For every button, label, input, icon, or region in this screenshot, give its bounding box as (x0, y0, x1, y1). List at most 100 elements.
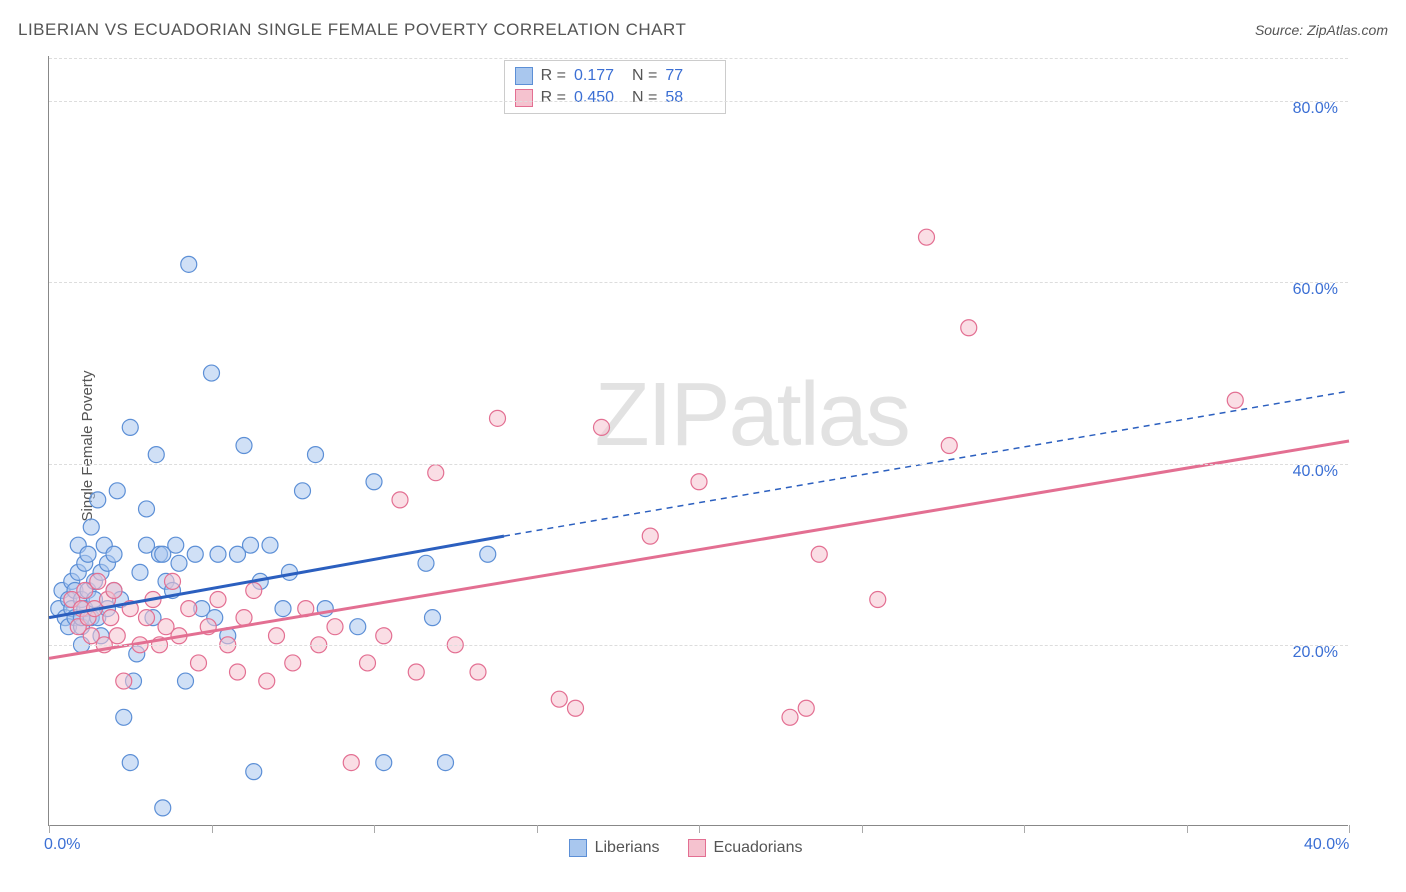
scatter-chart (49, 56, 1348, 825)
series-legend: Liberians Ecuadorians (569, 839, 803, 857)
ecuadorian-point (116, 673, 132, 689)
legend-item: Liberians (569, 839, 660, 857)
stats-legend: R = 0.177 N = 77 R = 0.450 N = 58 (504, 60, 727, 114)
ecuadorian-point (1227, 392, 1243, 408)
liberian-point (148, 447, 164, 463)
liberian-point (295, 483, 311, 499)
x-tick (699, 825, 700, 833)
ecuadorian-point (139, 610, 155, 626)
ecuadorian-point (327, 619, 343, 635)
ecuadorian-point (181, 601, 197, 617)
liberian-point (171, 555, 187, 571)
liberian-point (366, 474, 382, 490)
liberian-point (106, 546, 122, 562)
liberian-point (155, 800, 171, 816)
legend-swatch (515, 67, 533, 85)
legend-swatch (569, 839, 587, 857)
grid-line (49, 101, 1348, 102)
ecuadorian-point (551, 691, 567, 707)
y-tick-label: 80.0% (1293, 100, 1338, 118)
legend-item: Ecuadorians (688, 839, 803, 857)
ecuadorian-point (259, 673, 275, 689)
liberian-point (139, 501, 155, 517)
ecuadorian-point (642, 528, 658, 544)
liberian-point (425, 610, 441, 626)
ecuadorian-point (285, 655, 301, 671)
ecuadorian-point (490, 410, 506, 426)
liberian-point (243, 537, 259, 553)
r-label: R = (541, 89, 566, 107)
liberian-point (204, 365, 220, 381)
n-value: 58 (665, 89, 715, 107)
liberian-point (90, 492, 106, 508)
liberian-point (181, 256, 197, 272)
liberian-point (246, 764, 262, 780)
liberian-point (275, 601, 291, 617)
grid-line (49, 645, 1348, 646)
r-value: 0.450 (574, 89, 624, 107)
liberian-point (480, 546, 496, 562)
plot-area: ZIPatlas R =0.177N =77R =0.450N =58 Libe… (48, 56, 1348, 826)
ecuadorian-point (408, 664, 424, 680)
source-attribution: Source: ZipAtlas.com (1255, 22, 1388, 38)
grid-line (49, 464, 1348, 465)
liberian-point (210, 546, 226, 562)
liberian-point (438, 755, 454, 771)
liberian-point (80, 546, 96, 562)
x-tick (49, 825, 50, 833)
ecuadorian-point (343, 755, 359, 771)
ecuadorian-point (210, 592, 226, 608)
liberian-point (132, 564, 148, 580)
liberian-point (262, 537, 278, 553)
legend-swatch (688, 839, 706, 857)
ecuadorian-point (392, 492, 408, 508)
ecuadorian-point (246, 582, 262, 598)
liberian-point (122, 755, 138, 771)
ecuadorian-point (360, 655, 376, 671)
liberian-point (418, 555, 434, 571)
legend-label: Ecuadorians (714, 839, 803, 857)
x-tick (1024, 825, 1025, 833)
liberian-point (122, 419, 138, 435)
ecuadorian-point (568, 700, 584, 716)
stats-legend-row: R = 0.177 N = 77 (515, 65, 716, 87)
liberian-point (350, 619, 366, 635)
ecuadorian-point (798, 700, 814, 716)
x-tick (1349, 825, 1350, 833)
y-tick-label: 60.0% (1293, 281, 1338, 299)
x-tick (374, 825, 375, 833)
ecuadorian-point (870, 592, 886, 608)
ecuadorian-point (782, 709, 798, 725)
y-tick-label: 20.0% (1293, 644, 1338, 662)
ecuadorian-point (269, 628, 285, 644)
ecuadorian-point (594, 419, 610, 435)
chart-header: LIBERIAN VS ECUADORIAN SINGLE FEMALE POV… (18, 20, 1388, 40)
n-label: N = (632, 89, 657, 107)
liberian-point (83, 519, 99, 535)
liberian-point (376, 755, 392, 771)
ecuadorian-point (811, 546, 827, 562)
grid-line (49, 58, 1348, 59)
ecuadorian-point (230, 664, 246, 680)
n-value: 77 (665, 67, 715, 85)
ecuadorian-point (90, 573, 106, 589)
ecuadorian-point (470, 664, 486, 680)
liberian-point (178, 673, 194, 689)
x-axis-end-label: 40.0% (1304, 836, 1349, 854)
x-axis-start-label: 0.0% (44, 836, 80, 854)
ecuadorian-point (941, 438, 957, 454)
ecuadorian-point (191, 655, 207, 671)
ecuadorian-point (103, 610, 119, 626)
ecuadorian-point (109, 628, 125, 644)
ecuadorian-point (165, 573, 181, 589)
y-tick-label: 40.0% (1293, 463, 1338, 481)
r-value: 0.177 (574, 67, 624, 85)
legend-swatch (515, 89, 533, 107)
liberian-point (116, 709, 132, 725)
liberian-point (109, 483, 125, 499)
liberian-point (308, 447, 324, 463)
grid-line (49, 282, 1348, 283)
r-label: R = (541, 67, 566, 85)
stats-legend-row: R = 0.450 N = 58 (515, 87, 716, 109)
n-label: N = (632, 67, 657, 85)
